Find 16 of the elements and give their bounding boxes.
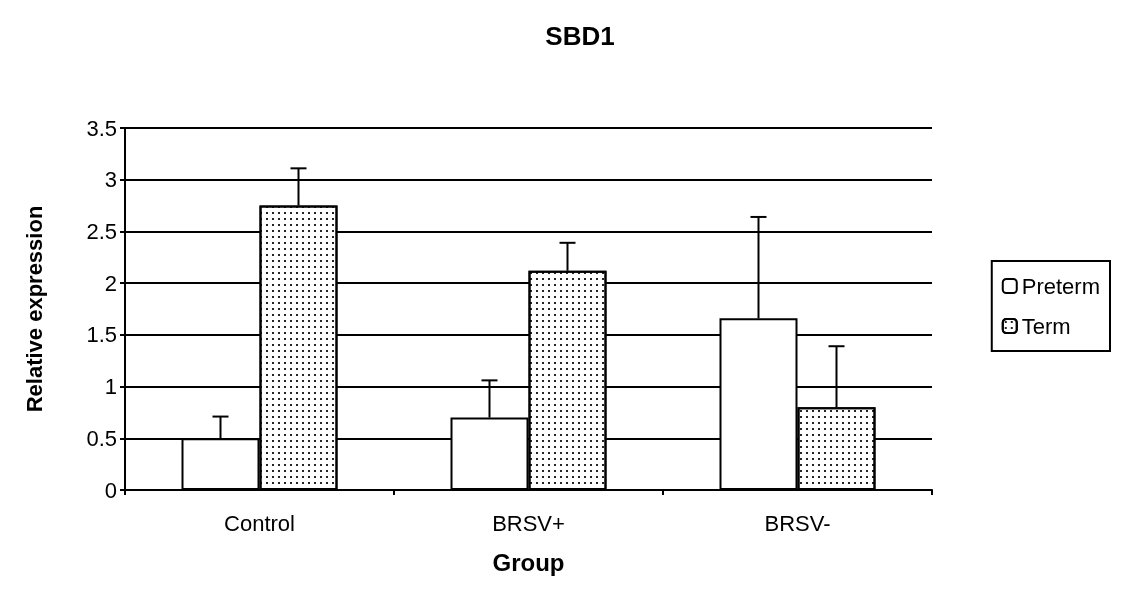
y-tick-label: 3: [104, 167, 117, 193]
y-tick-label: 1: [104, 374, 117, 400]
legend-label: Preterm: [1021, 273, 1101, 299]
y-tick-label: 3.5: [86, 115, 117, 141]
chart-title: SBD1: [545, 21, 615, 51]
legend-label: Term: [1021, 313, 1071, 339]
x-tick-label: Control: [224, 510, 295, 536]
x-axis-title: Group: [492, 548, 565, 576]
y-tick-label: 0.5: [86, 425, 117, 451]
y-tick-label: 2: [104, 270, 117, 296]
y-axis-title: Relative expression: [21, 205, 47, 413]
x-tick-label: BRSV-: [764, 510, 831, 536]
x-tick-label: BRSV+: [492, 510, 565, 536]
y-tick-label: 0: [104, 477, 117, 503]
y-tick-label: 2.5: [86, 218, 117, 244]
y-tick-label: 1.5: [86, 322, 117, 348]
